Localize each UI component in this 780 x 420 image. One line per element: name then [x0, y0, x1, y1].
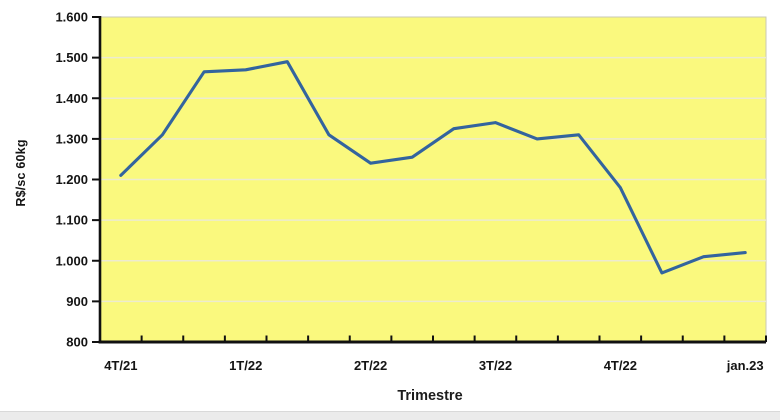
- y-tick-label: 1.600: [55, 10, 88, 25]
- x-tick-label: 2T/22: [354, 358, 387, 373]
- y-tick-label: 1.000: [55, 253, 88, 268]
- y-tick-label: 1.400: [55, 91, 88, 106]
- x-tick-label: 4T/21: [104, 358, 137, 373]
- y-tick-label: 800: [66, 335, 88, 350]
- x-tick-label: jan.23: [726, 358, 764, 373]
- y-tick-label: 900: [66, 294, 88, 309]
- y-tick-label: 1.100: [55, 213, 88, 228]
- y-tick-label: 1.200: [55, 172, 88, 187]
- y-tick-label: 1.300: [55, 131, 88, 146]
- y-axis-title: R$/sc 60kg: [14, 139, 28, 207]
- x-tick-label: 3T/22: [479, 358, 512, 373]
- bottom-strip: [0, 411, 780, 420]
- x-tick-label: 4T/22: [604, 358, 637, 373]
- data-line: [119, 60, 747, 275]
- y-tick-label: 1.500: [55, 50, 88, 65]
- x-axis-title: Trimestre: [397, 388, 463, 404]
- x-tick-label: 1T/22: [229, 358, 262, 373]
